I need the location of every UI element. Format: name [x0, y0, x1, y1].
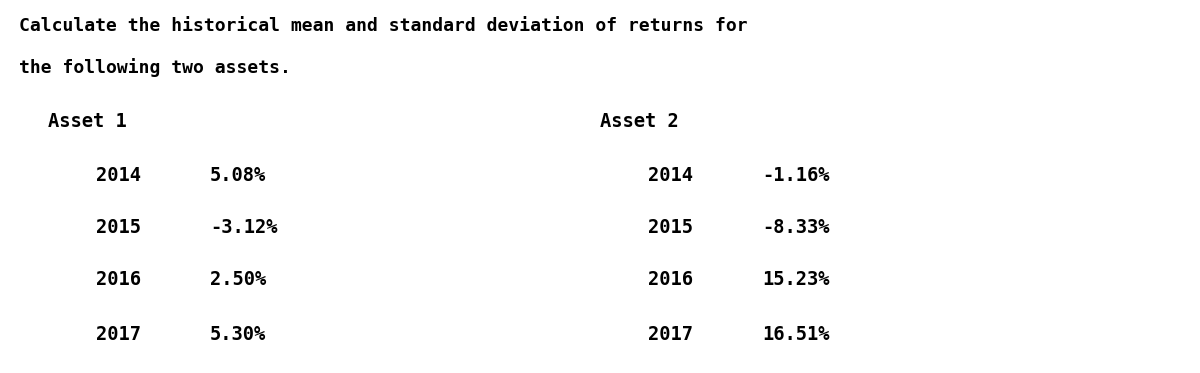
Text: 2016: 2016	[96, 270, 142, 289]
Text: 2014: 2014	[96, 166, 142, 185]
Text: Asset 2: Asset 2	[600, 112, 679, 131]
Text: 2017: 2017	[648, 325, 694, 344]
Text: 5.08%: 5.08%	[210, 166, 266, 185]
Text: -8.33%: -8.33%	[762, 218, 829, 237]
Text: Calculate the historical mean and standard deviation of returns for: Calculate the historical mean and standa…	[19, 17, 748, 35]
Text: 2016: 2016	[648, 270, 694, 289]
Text: 15.23%: 15.23%	[762, 270, 829, 289]
Text: 2014: 2014	[648, 166, 694, 185]
Text: 2.50%: 2.50%	[210, 270, 266, 289]
Text: 2015: 2015	[648, 218, 694, 237]
Text: -1.16%: -1.16%	[762, 166, 829, 185]
Text: Asset 1: Asset 1	[48, 112, 127, 131]
Text: -3.12%: -3.12%	[210, 218, 277, 237]
Text: 5.30%: 5.30%	[210, 325, 266, 344]
Text: 2017: 2017	[96, 325, 142, 344]
Text: the following two assets.: the following two assets.	[19, 58, 292, 77]
Text: 2015: 2015	[96, 218, 142, 237]
Text: 16.51%: 16.51%	[762, 325, 829, 344]
